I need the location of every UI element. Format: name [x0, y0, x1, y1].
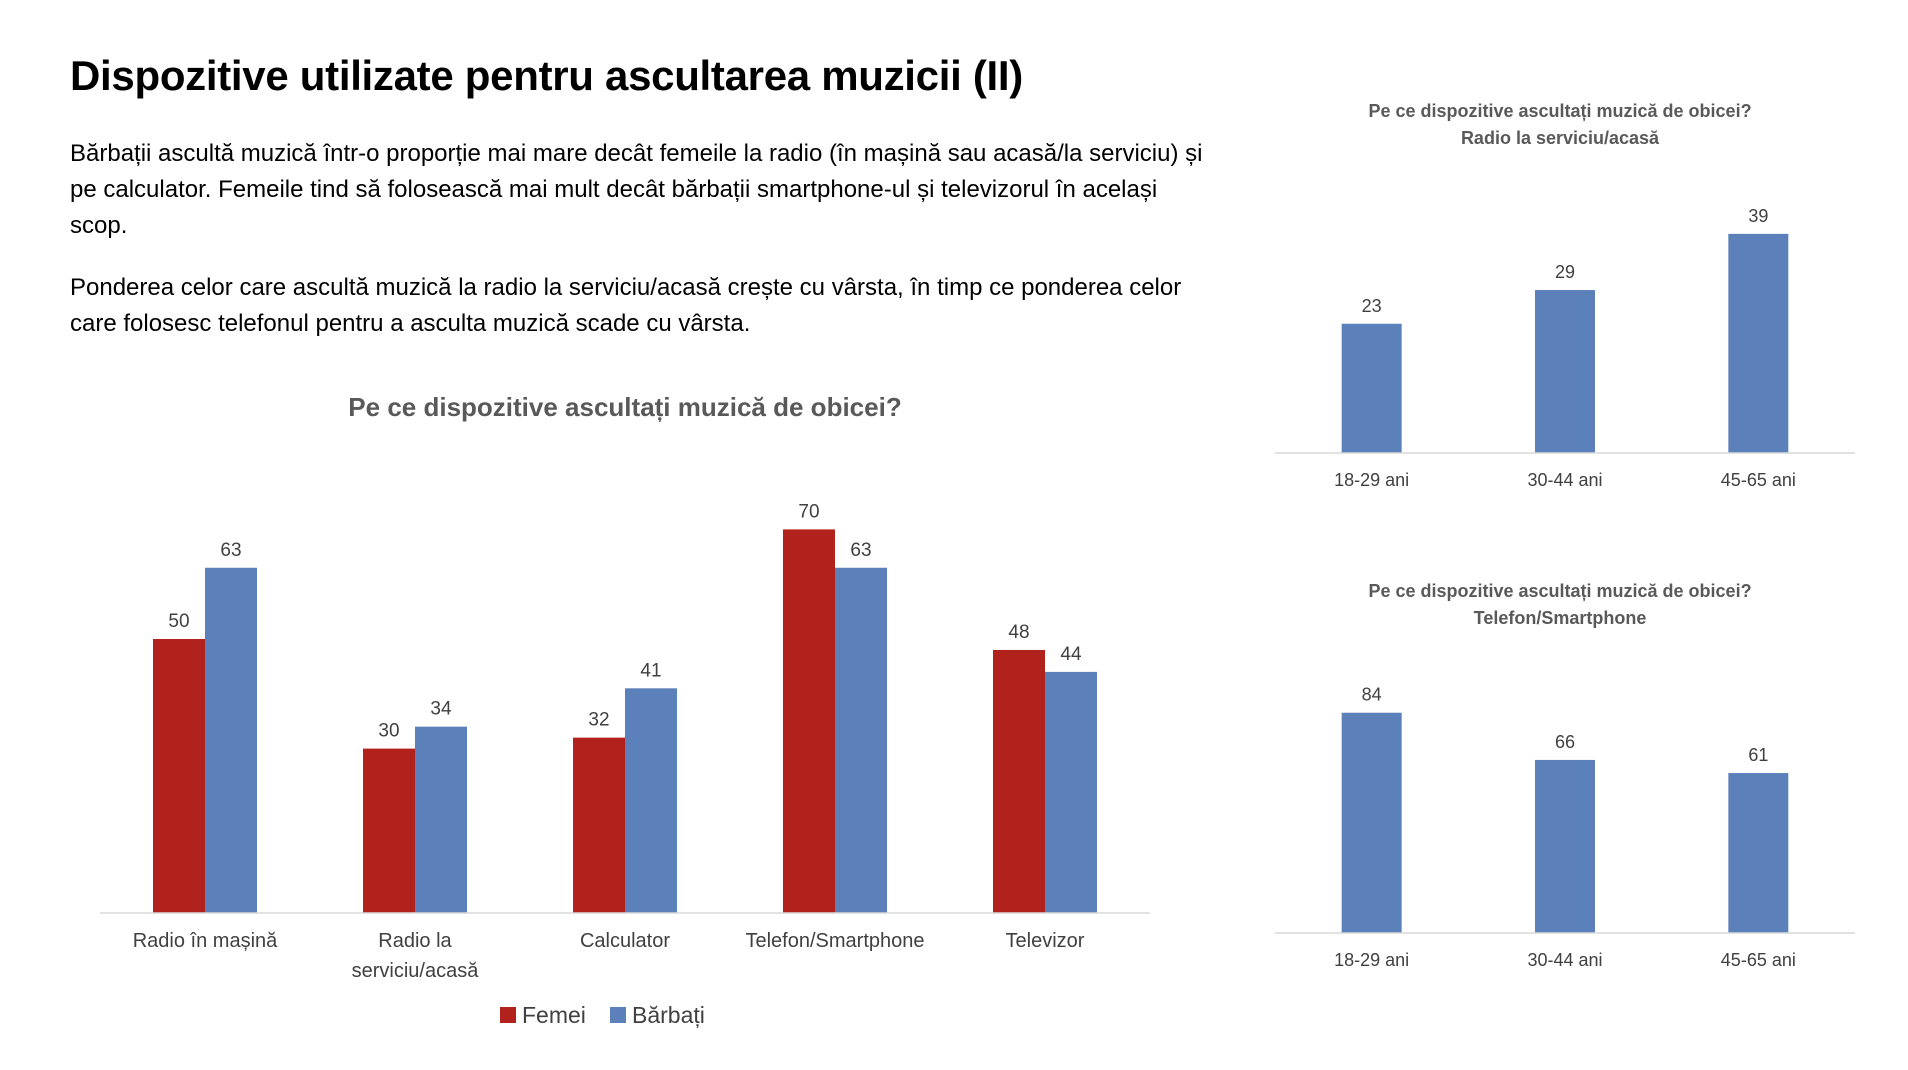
category-label: 30-44 ani — [1527, 950, 1602, 970]
data-label: 66 — [1555, 732, 1575, 752]
bar-b-rba-i-televizor — [1045, 671, 1097, 913]
bar-femei-telefon-smartphone — [783, 529, 835, 913]
summary-paragraph-age: Ponderea celor care ascultă muzică la ra… — [70, 274, 1182, 337]
category-label: 30-44 ani — [1527, 470, 1602, 490]
bar-femei-calculator — [573, 737, 625, 913]
category-label: 45-65 ani — [1721, 950, 1796, 970]
devices-by-gender-chart: Pe ce dispozitive ascultați muzică de ob… — [100, 392, 1150, 1028]
bar-30-44-ani — [1535, 290, 1595, 453]
chart-title: Pe ce dispozitive ascultați muzică de ob… — [348, 392, 901, 422]
bar-b-rba-i-telefon-smartphone — [835, 567, 887, 913]
bar-femei-radio-la-serviciu-acas — [363, 748, 415, 913]
category-label: Televizor — [1006, 930, 1085, 952]
data-label: 23 — [1362, 296, 1382, 316]
data-label: 50 — [168, 611, 189, 632]
data-label: 61 — [1748, 745, 1768, 765]
bar-b-rba-i-calculator — [625, 688, 677, 913]
radio-by-age-chart: Pe ce dispozitive ascultați muzică de ob… — [1275, 101, 1855, 490]
bar-18-29-ani — [1341, 323, 1402, 453]
category-label: 18-29 ani — [1334, 470, 1409, 490]
legend-swatch-femei — [500, 1007, 516, 1023]
category-label: serviciu/acasă — [352, 960, 480, 982]
category-label: 18-29 ani — [1334, 950, 1409, 970]
bar-femei-radio-n-ma-in — [153, 639, 205, 913]
summary-paragraph-gender: Bărbații ascultă muzică într-o proporție… — [70, 140, 1203, 239]
chart-title: Pe ce dispozitive ascultați muzică de ob… — [1368, 101, 1751, 121]
data-label: 32 — [588, 710, 609, 731]
data-label: 41 — [640, 660, 661, 681]
chart-title: Pe ce dispozitive ascultați muzică de ob… — [1368, 581, 1751, 601]
category-label: Radio la — [378, 930, 452, 952]
data-label: 63 — [850, 540, 871, 561]
data-label: 29 — [1555, 262, 1575, 282]
data-label: 30 — [378, 721, 399, 742]
data-label: 63 — [220, 540, 241, 561]
data-label: 48 — [1008, 622, 1029, 643]
slide-title: Dispozitive utilizate pentru ascultarea … — [70, 52, 1023, 99]
category-label: Telefon/Smartphone — [745, 930, 924, 952]
data-label: 39 — [1748, 206, 1768, 226]
legend-label-femei: Femei — [522, 1002, 586, 1028]
category-label: Radio în mașină — [133, 930, 278, 952]
data-label: 44 — [1060, 644, 1082, 665]
bar-30-44-ani — [1535, 759, 1595, 933]
chart-subtitle: Radio la serviciu/acasă — [1461, 128, 1660, 148]
data-label: 84 — [1362, 685, 1382, 705]
data-label: 70 — [798, 501, 819, 522]
legend-label-b-rba-i: Bărbați — [632, 1002, 705, 1028]
bar-femei-televizor — [993, 649, 1045, 913]
chart-subtitle: Telefon/Smartphone — [1474, 608, 1647, 628]
bar-b-rba-i-radio-la-serviciu-acas — [415, 726, 467, 913]
data-label: 34 — [430, 699, 452, 720]
bar-45-65-ani — [1728, 773, 1789, 933]
phone-by-age-chart: Pe ce dispozitive ascultați muzică de ob… — [1275, 581, 1855, 970]
bar-18-29-ani — [1341, 712, 1402, 933]
category-label: Calculator — [580, 930, 670, 952]
bar-45-65-ani — [1728, 233, 1789, 453]
bar-b-rba-i-radio-n-ma-in — [205, 567, 257, 913]
category-label: 45-65 ani — [1721, 470, 1796, 490]
legend-swatch-b-rba-i — [610, 1007, 626, 1023]
